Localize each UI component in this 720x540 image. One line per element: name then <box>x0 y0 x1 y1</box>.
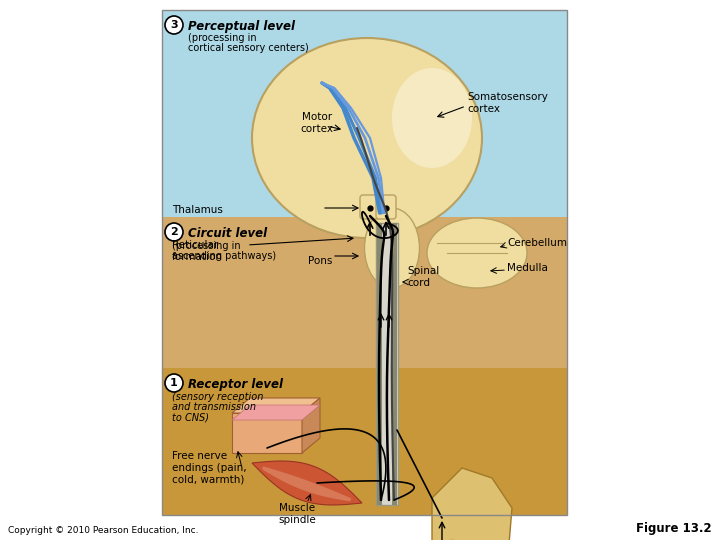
Circle shape <box>165 223 183 241</box>
Polygon shape <box>252 461 362 505</box>
Text: Pons: Pons <box>307 256 332 266</box>
Text: (processing in: (processing in <box>188 33 256 43</box>
Bar <box>377 223 382 505</box>
Circle shape <box>165 16 183 34</box>
Text: 1: 1 <box>170 378 178 388</box>
FancyBboxPatch shape <box>376 195 396 219</box>
Text: and transmission: and transmission <box>172 402 256 412</box>
Text: Spinal
cord: Spinal cord <box>407 266 439 288</box>
Text: to CNS): to CNS) <box>172 412 209 422</box>
Text: Copyright © 2010 Pearson Education, Inc.: Copyright © 2010 Pearson Education, Inc. <box>8 526 199 535</box>
Polygon shape <box>432 468 512 540</box>
Polygon shape <box>232 398 320 413</box>
Text: Circuit level: Circuit level <box>188 227 267 240</box>
Bar <box>162 10 567 515</box>
Text: 2: 2 <box>170 227 178 237</box>
Text: (sensory reception: (sensory reception <box>172 392 264 402</box>
Ellipse shape <box>392 68 472 168</box>
Text: (processing in: (processing in <box>172 241 240 251</box>
Text: Medulla: Medulla <box>507 263 548 273</box>
Polygon shape <box>232 405 320 420</box>
Text: Figure 13.2: Figure 13.2 <box>636 522 712 535</box>
Text: Reticular
formation: Reticular formation <box>172 240 223 261</box>
Text: 3: 3 <box>170 20 178 30</box>
Bar <box>162 10 567 217</box>
Text: Cerebellum: Cerebellum <box>507 238 567 248</box>
Circle shape <box>165 374 183 392</box>
Text: Free nerve
endings (pain,
cold, warmth): Free nerve endings (pain, cold, warmth) <box>172 451 247 484</box>
Text: ascending pathways): ascending pathways) <box>172 251 276 261</box>
Polygon shape <box>302 398 320 453</box>
Text: Thalamus: Thalamus <box>172 205 223 215</box>
Bar <box>162 368 567 515</box>
Text: cortical sensory centers): cortical sensory centers) <box>188 43 309 53</box>
Ellipse shape <box>252 38 482 238</box>
Bar <box>392 223 397 505</box>
Polygon shape <box>262 467 351 501</box>
Ellipse shape <box>427 218 527 288</box>
Bar <box>376 223 398 505</box>
FancyBboxPatch shape <box>360 195 380 219</box>
Ellipse shape <box>364 208 420 288</box>
Polygon shape <box>232 413 302 453</box>
Text: Muscle
spindle: Muscle spindle <box>278 503 316 524</box>
Bar <box>162 217 567 368</box>
Text: Motor
cortex: Motor cortex <box>300 112 333 134</box>
Text: Perceptual level: Perceptual level <box>188 20 295 33</box>
Text: Receptor level: Receptor level <box>188 378 283 391</box>
Text: Somatosensory
cortex: Somatosensory cortex <box>467 92 548 114</box>
